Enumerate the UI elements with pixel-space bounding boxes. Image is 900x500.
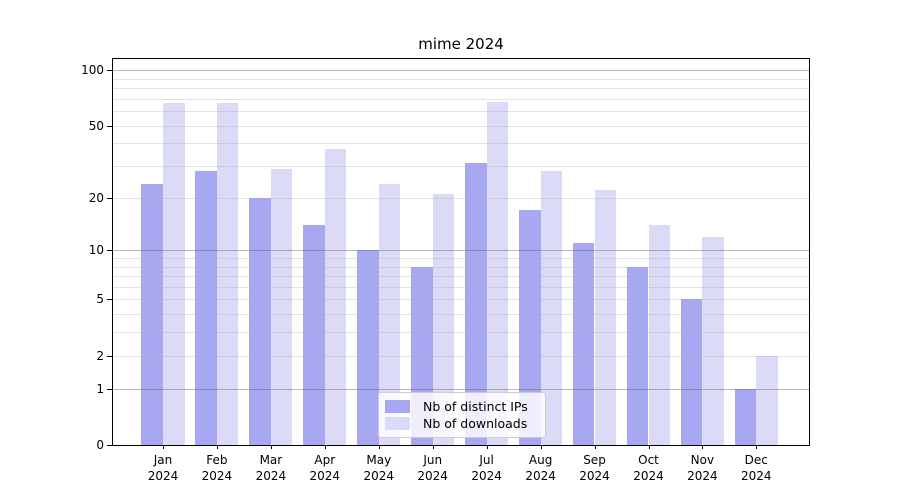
legend: Nb of distinct IPs Nb of downloads bbox=[378, 392, 546, 438]
plot-area: Nb of distinct IPs Nb of downloads bbox=[112, 58, 810, 446]
x-tick-mark-mar bbox=[270, 445, 272, 449]
bar-may-distinct-ips bbox=[357, 250, 379, 445]
bar-jan-distinct-ips bbox=[141, 183, 163, 445]
x-tick-mark-sep bbox=[594, 445, 596, 449]
y-tick-label-20: 20 bbox=[88, 190, 104, 205]
x-tick-label-mar: Mar 2024 bbox=[255, 453, 287, 483]
bar-sep-downloads bbox=[594, 190, 617, 445]
legend-row-distinct-ips: Nb of distinct IPs bbox=[385, 398, 537, 415]
x-tick-mark-aug bbox=[540, 445, 542, 449]
x-tick-mark-dec bbox=[756, 445, 758, 449]
y-tick-label-10: 10 bbox=[88, 243, 104, 258]
bar-mar-distinct-ips bbox=[249, 197, 271, 445]
x-tick-label-sep: Sep 2024 bbox=[579, 453, 610, 483]
x-tick-label-may: May 2024 bbox=[363, 453, 395, 483]
bar-jun-downloads bbox=[432, 193, 455, 445]
y-tick-mark-10 bbox=[107, 250, 112, 252]
y-tick-mark-5 bbox=[107, 299, 112, 301]
x-tick-mark-nov bbox=[702, 445, 704, 449]
bar-may-downloads bbox=[378, 183, 401, 445]
distinct-ips-swatch-icon bbox=[385, 400, 410, 413]
downloads-swatch-icon bbox=[385, 417, 410, 430]
bar-aug-distinct-ips bbox=[519, 210, 541, 445]
x-tick-label-jul: Jul 2024 bbox=[471, 453, 502, 483]
y-tick-label-2: 2 bbox=[96, 348, 104, 363]
bar-aug-downloads bbox=[540, 171, 563, 445]
legend-row-downloads: Nb of downloads bbox=[385, 415, 537, 432]
bar-jul-downloads bbox=[486, 102, 509, 445]
y-tick-mark-50 bbox=[107, 125, 112, 127]
x-tick-label-aug: Aug 2024 bbox=[525, 453, 556, 483]
y-tick-mark-100 bbox=[107, 70, 112, 71]
gridline-70 bbox=[113, 98, 809, 100]
gridline-90 bbox=[113, 78, 809, 80]
legend-label-downloads: Nb of downloads bbox=[423, 416, 528, 431]
y-tick-label-100: 100 bbox=[81, 63, 104, 77]
bar-dec-downloads bbox=[756, 355, 778, 445]
bar-nov-distinct-ips bbox=[680, 299, 703, 445]
x-tick-mark-oct bbox=[648, 445, 650, 449]
y-tick-mark-1 bbox=[107, 388, 112, 390]
bar-feb-downloads bbox=[216, 103, 239, 445]
bar-oct-downloads bbox=[648, 225, 671, 445]
bar-jul-distinct-ips bbox=[465, 163, 487, 445]
y-tick-mark-20 bbox=[107, 197, 112, 199]
x-tick-mark-apr bbox=[324, 445, 326, 449]
x-tick-label-jan: Jan 2024 bbox=[147, 453, 179, 483]
y-tick-label-50: 50 bbox=[88, 118, 104, 133]
y-tick-label-0: 0 bbox=[96, 438, 104, 452]
x-tick-mark-feb bbox=[216, 445, 218, 449]
x-tick-label-apr: Apr 2024 bbox=[309, 453, 341, 483]
bar-apr-downloads bbox=[324, 149, 347, 445]
x-tick-label-oct: Oct 2024 bbox=[633, 453, 664, 483]
bar-apr-distinct-ips bbox=[303, 225, 325, 445]
bar-oct-distinct-ips bbox=[626, 266, 649, 445]
x-tick-label-feb: Feb 2024 bbox=[201, 453, 233, 483]
x-tick-label-jun: Jun 2024 bbox=[417, 453, 448, 483]
bar-sep-distinct-ips bbox=[572, 243, 595, 445]
x-tick-mark-may bbox=[378, 445, 380, 449]
x-tick-label-dec: Dec 2024 bbox=[741, 453, 772, 483]
y-tick-mark-0 bbox=[107, 445, 112, 446]
y-tick-mark-2 bbox=[107, 355, 112, 357]
x-tick-mark-jul bbox=[486, 445, 488, 449]
legend-label-distinct-ips: Nb of distinct IPs bbox=[423, 399, 528, 414]
y-tick-label-1: 1 bbox=[96, 381, 104, 396]
bar-jan-downloads bbox=[163, 103, 185, 445]
bar-mar-downloads bbox=[270, 168, 293, 445]
gridline-100 bbox=[113, 70, 809, 71]
bar-feb-distinct-ips bbox=[195, 171, 217, 445]
y-tick-label-5: 5 bbox=[96, 292, 104, 307]
x-tick-label-nov: Nov 2024 bbox=[687, 453, 718, 483]
bar-dec-distinct-ips bbox=[734, 388, 757, 445]
gridline-80 bbox=[113, 87, 809, 89]
x-tick-mark-jan bbox=[163, 445, 164, 449]
chart-title: mime 2024 bbox=[418, 35, 504, 53]
x-tick-mark-jun bbox=[432, 445, 434, 449]
bar-nov-downloads bbox=[702, 236, 724, 445]
